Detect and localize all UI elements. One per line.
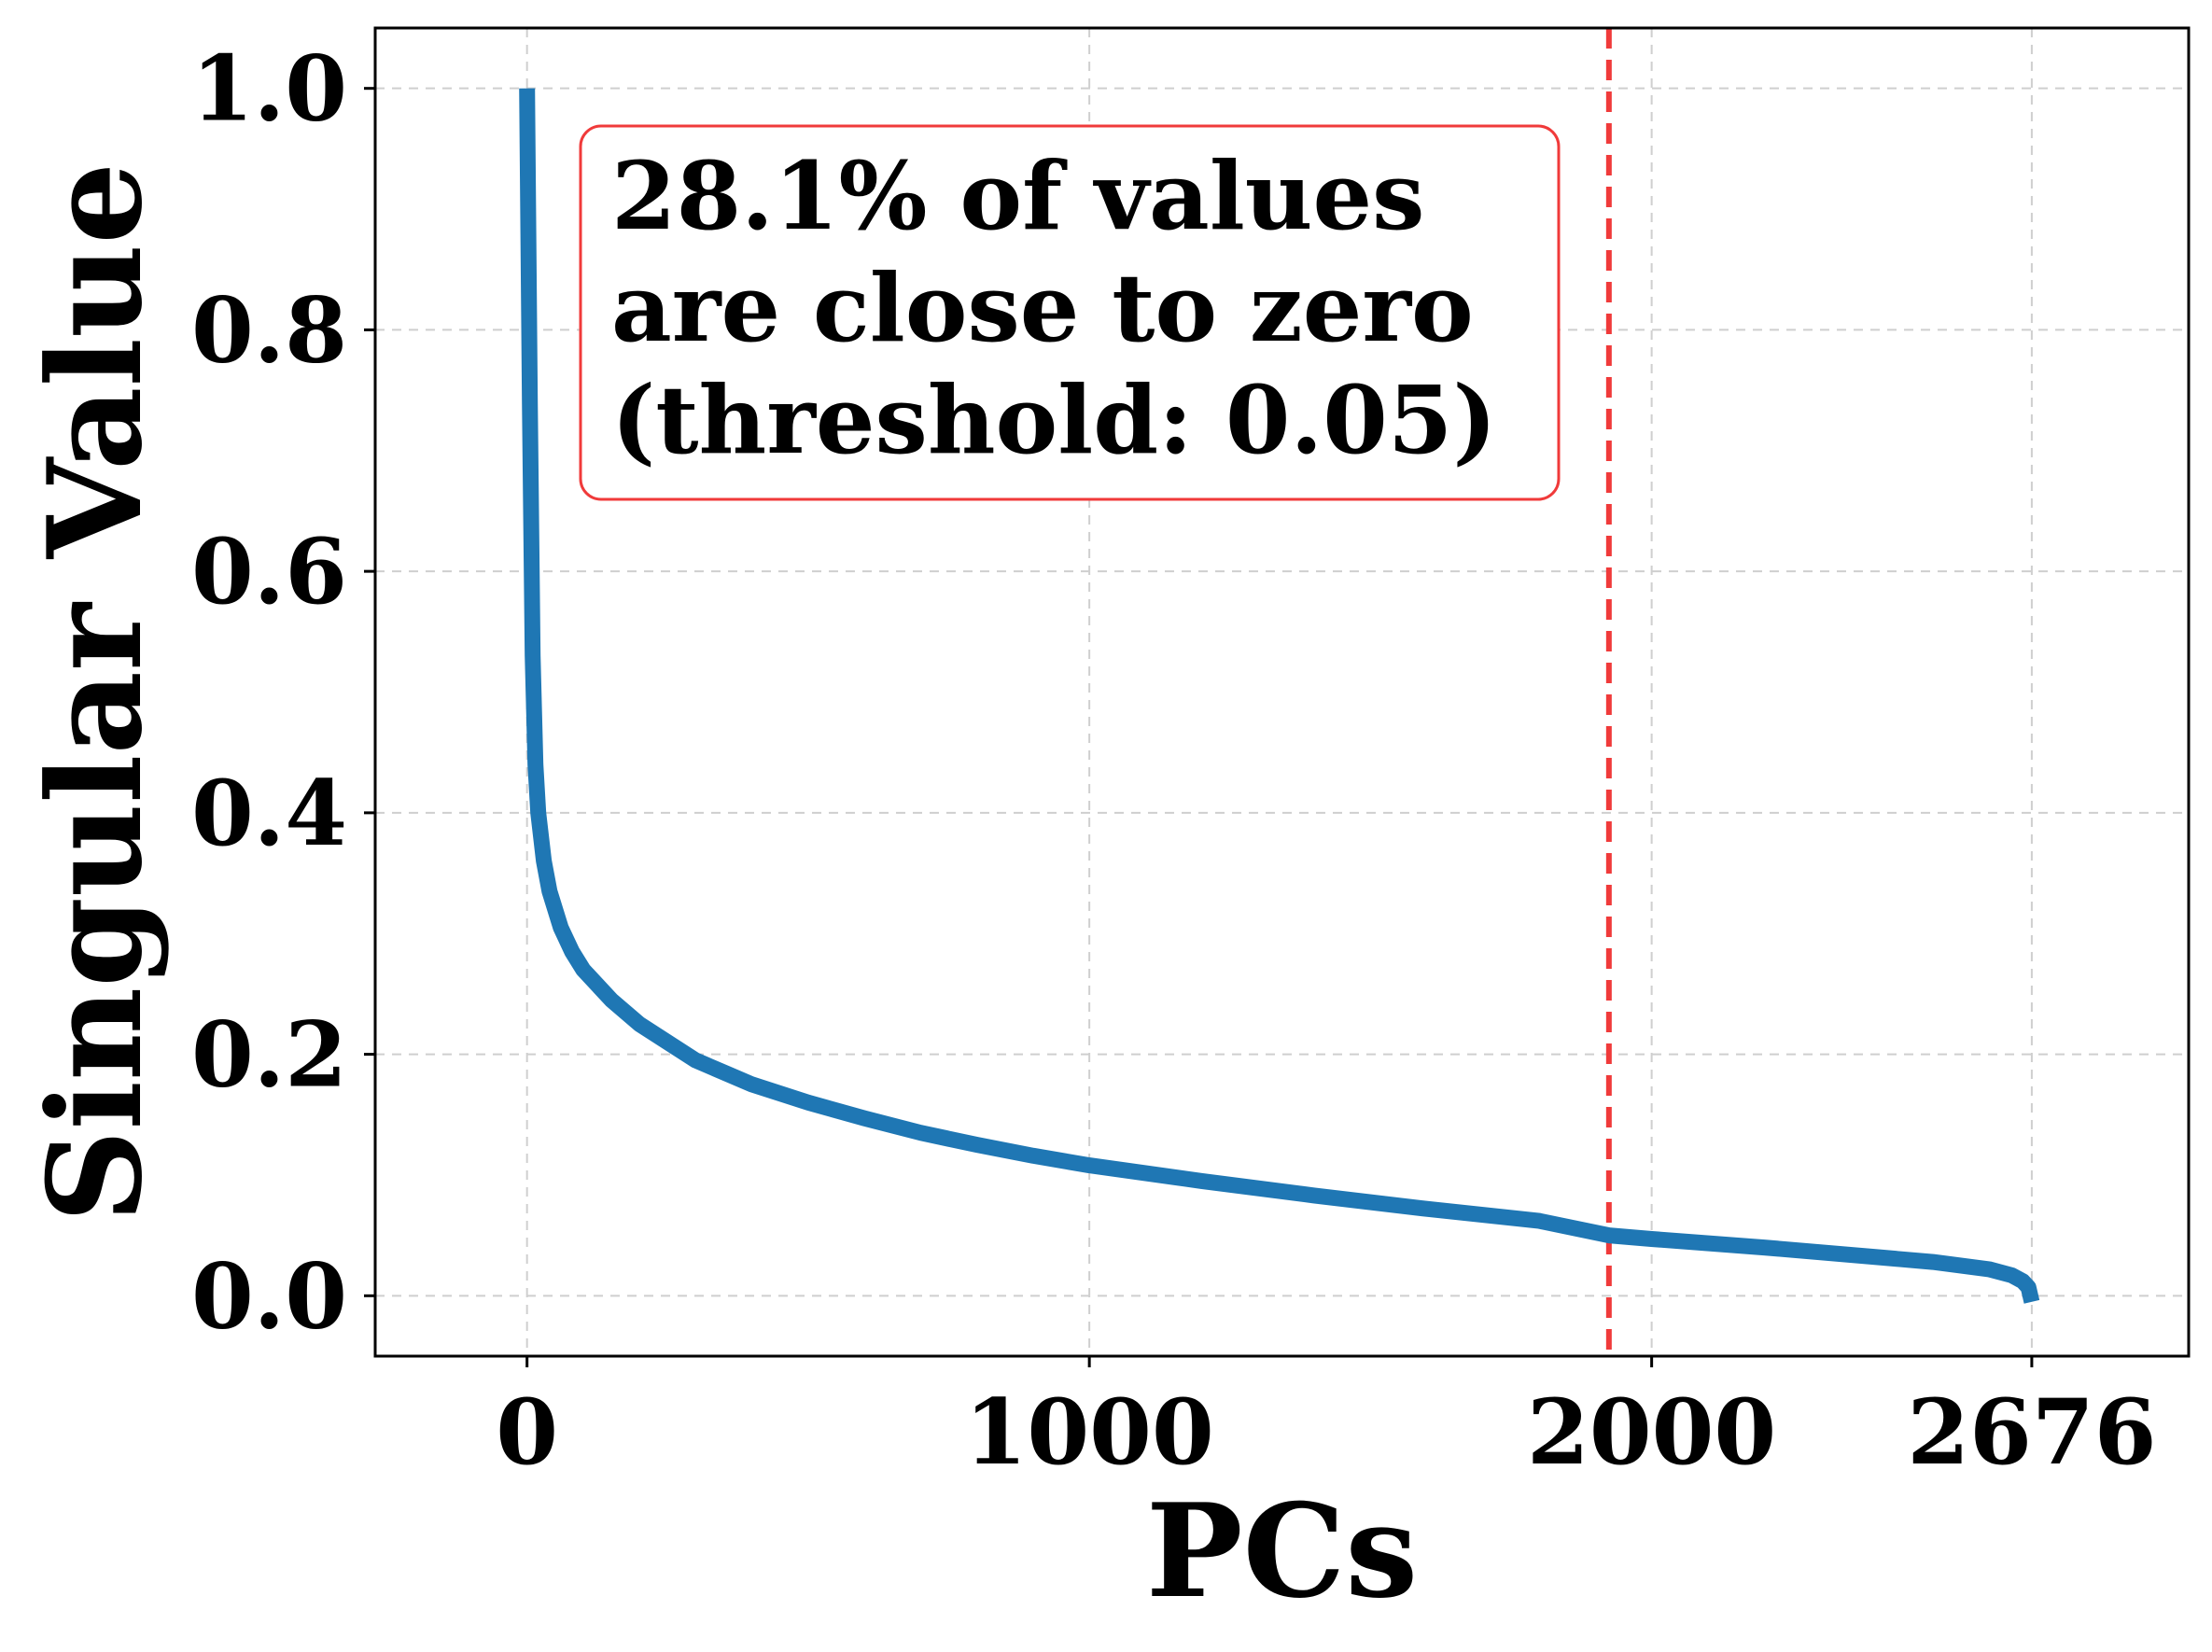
y-tick-label: 0.2 (191, 1002, 347, 1108)
singular-value-line (519, 88, 2040, 1304)
y-tick-label: 1.0 (191, 36, 347, 142)
y-tick-label: 0.6 (191, 519, 347, 624)
annotation-border (579, 124, 1561, 501)
y-tick-label: 0.4 (191, 761, 347, 866)
y-tick-label: 0.8 (191, 277, 347, 383)
x-tick-label: 2676 (1907, 1379, 2156, 1485)
annotation-line-1: 28.1% of values (611, 141, 1424, 251)
y-tick-label: 0.0 (191, 1243, 347, 1349)
y-axis-title: Singular Value (19, 162, 171, 1223)
annotation-box: 28.1% of values are close to zero (thres… (579, 124, 1561, 501)
x-axis-title: PCs (1146, 1475, 1418, 1627)
x-tick-label: 2000 (1527, 1379, 1776, 1485)
y-axis-ticks: 0.0 0.2 0.4 0.6 0.8 1.0 (191, 36, 375, 1349)
series-layer (519, 88, 2040, 1304)
annotation-line-3: (threshold: 0.05) (611, 365, 1497, 475)
x-tick-label: 0 (496, 1379, 558, 1485)
annotation-line-2: are close to zero (611, 253, 1474, 363)
x-axis-ticks: 0 1000 2000 2676 (496, 1356, 2157, 1485)
plot-frame (373, 26, 2191, 1358)
x-tick-label: 1000 (965, 1379, 1214, 1485)
